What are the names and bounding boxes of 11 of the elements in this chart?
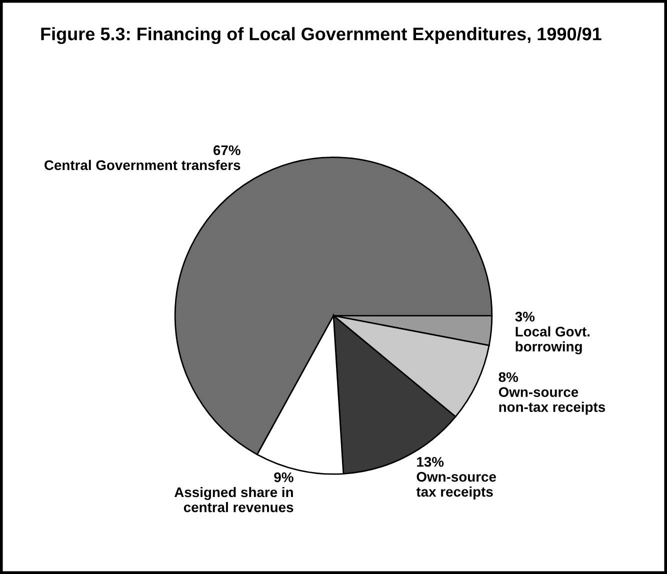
data-label: 67% [213, 145, 240, 156]
slice-label: Assigned share in central revenues [174, 486, 294, 512]
slice-label: Central Government transfers [44, 160, 240, 170]
slice-label: Local Govt. borrowing [516, 326, 590, 354]
slice-label: Own-source non-tax receipts [498, 387, 606, 415]
data-label: 8% [498, 372, 518, 382]
chart-title: Figure 5.3: Financing of Local Government Expenditures, 1990/91 [41, 27, 602, 44]
data-label: 13% [417, 456, 444, 467]
data-label: 3% [515, 312, 535, 322]
data-label: 9% [274, 472, 294, 482]
slice-label: Own-source tax receipts [416, 472, 496, 500]
